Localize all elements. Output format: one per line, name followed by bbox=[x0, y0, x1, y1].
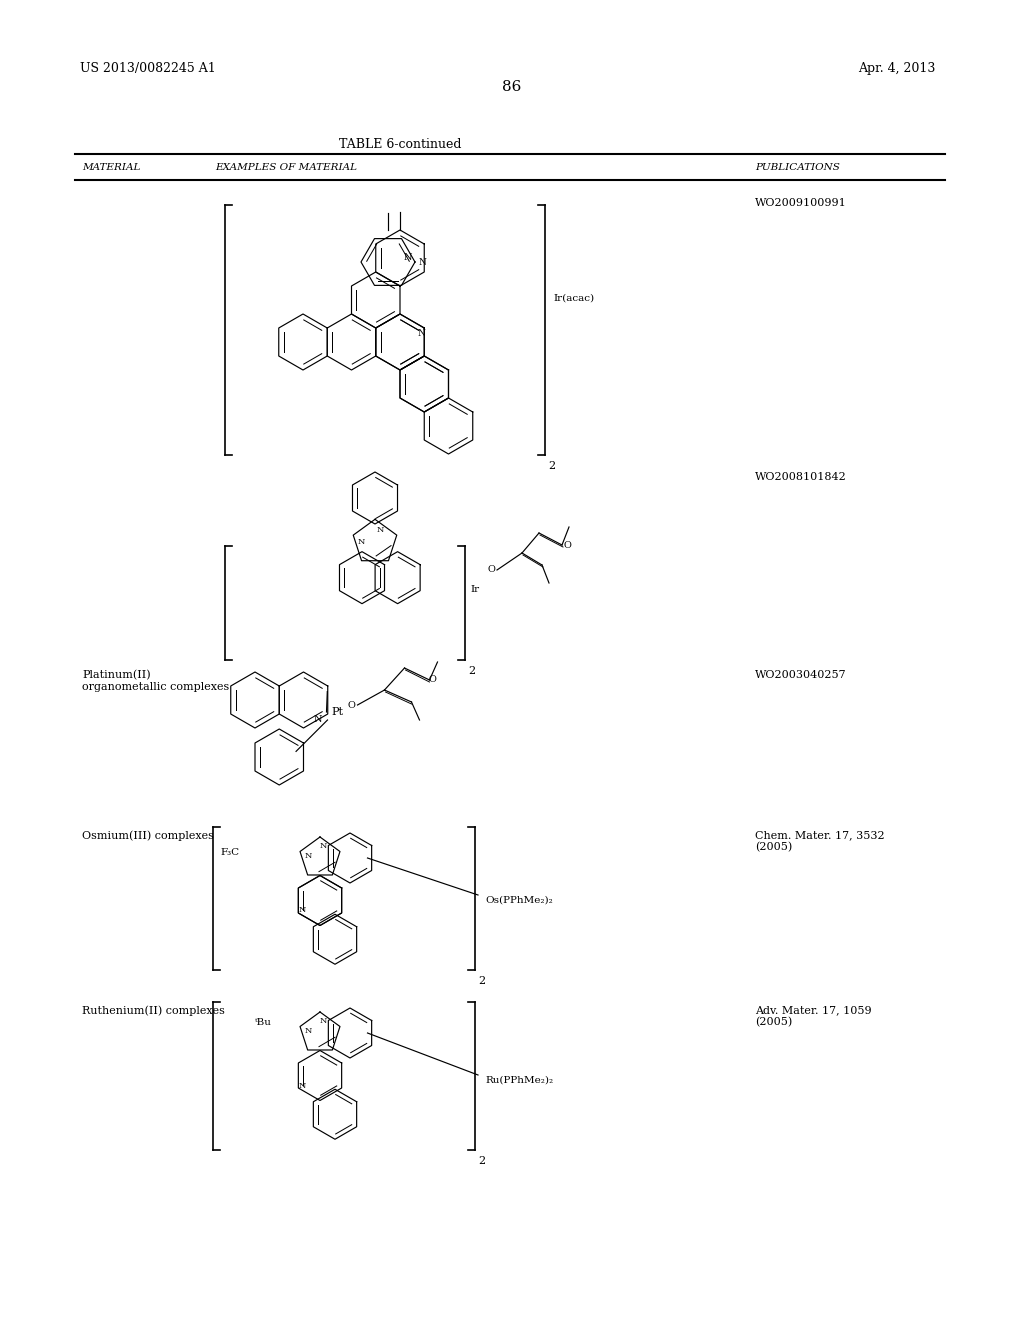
Text: Ruthenium(II) complexes: Ruthenium(II) complexes bbox=[82, 1005, 225, 1015]
Text: N: N bbox=[304, 1027, 311, 1035]
Text: ᵗBu: ᵗBu bbox=[255, 1018, 272, 1027]
Text: Osmium(III) complexes: Osmium(III) complexes bbox=[82, 830, 214, 841]
Text: N: N bbox=[313, 715, 322, 725]
Text: Pt: Pt bbox=[332, 708, 343, 717]
Text: N: N bbox=[377, 527, 384, 535]
Text: N: N bbox=[417, 329, 425, 338]
Text: Apr. 4, 2013: Apr. 4, 2013 bbox=[858, 62, 935, 75]
Text: N: N bbox=[403, 252, 412, 261]
Text: Os(PPhMe₂)₂: Os(PPhMe₂)₂ bbox=[485, 895, 553, 904]
Text: N: N bbox=[419, 257, 426, 267]
Text: 2: 2 bbox=[478, 975, 485, 986]
Text: 2: 2 bbox=[468, 667, 475, 676]
Text: Ir: Ir bbox=[470, 586, 479, 594]
Text: O: O bbox=[347, 701, 355, 710]
Text: O: O bbox=[563, 540, 570, 549]
Text: F₃C: F₃C bbox=[220, 847, 240, 857]
Text: N: N bbox=[304, 851, 311, 859]
Text: 2: 2 bbox=[548, 461, 555, 471]
Text: EXAMPLES OF MATERIAL: EXAMPLES OF MATERIAL bbox=[215, 162, 357, 172]
Text: Ir(acac): Ir(acac) bbox=[553, 293, 594, 302]
Text: Ru(PPhMe₂)₂: Ru(PPhMe₂)₂ bbox=[485, 1076, 553, 1085]
Text: O: O bbox=[487, 565, 495, 574]
Text: WO2009100991: WO2009100991 bbox=[755, 198, 847, 209]
Text: US 2013/0082245 A1: US 2013/0082245 A1 bbox=[80, 62, 216, 75]
Text: Platinum(II)
organometallic complexes: Platinum(II) organometallic complexes bbox=[82, 671, 229, 692]
Text: N: N bbox=[319, 842, 327, 850]
Text: N: N bbox=[319, 1018, 327, 1026]
Text: WO2003040257: WO2003040257 bbox=[755, 671, 847, 680]
Text: MATERIAL: MATERIAL bbox=[82, 162, 140, 172]
Text: WO2008101842: WO2008101842 bbox=[755, 473, 847, 482]
Text: TABLE 6-continued: TABLE 6-continued bbox=[339, 139, 461, 150]
Text: N: N bbox=[298, 1081, 306, 1089]
Text: O: O bbox=[428, 676, 436, 685]
Text: 86: 86 bbox=[503, 81, 521, 94]
Text: 2: 2 bbox=[478, 1156, 485, 1166]
Text: N: N bbox=[298, 907, 306, 915]
Text: N: N bbox=[357, 539, 365, 546]
Text: Adv. Mater. 17, 1059
(2005): Adv. Mater. 17, 1059 (2005) bbox=[755, 1005, 871, 1027]
Text: Chem. Mater. 17, 3532
(2005): Chem. Mater. 17, 3532 (2005) bbox=[755, 830, 885, 851]
Text: PUBLICATIONS: PUBLICATIONS bbox=[755, 162, 840, 172]
